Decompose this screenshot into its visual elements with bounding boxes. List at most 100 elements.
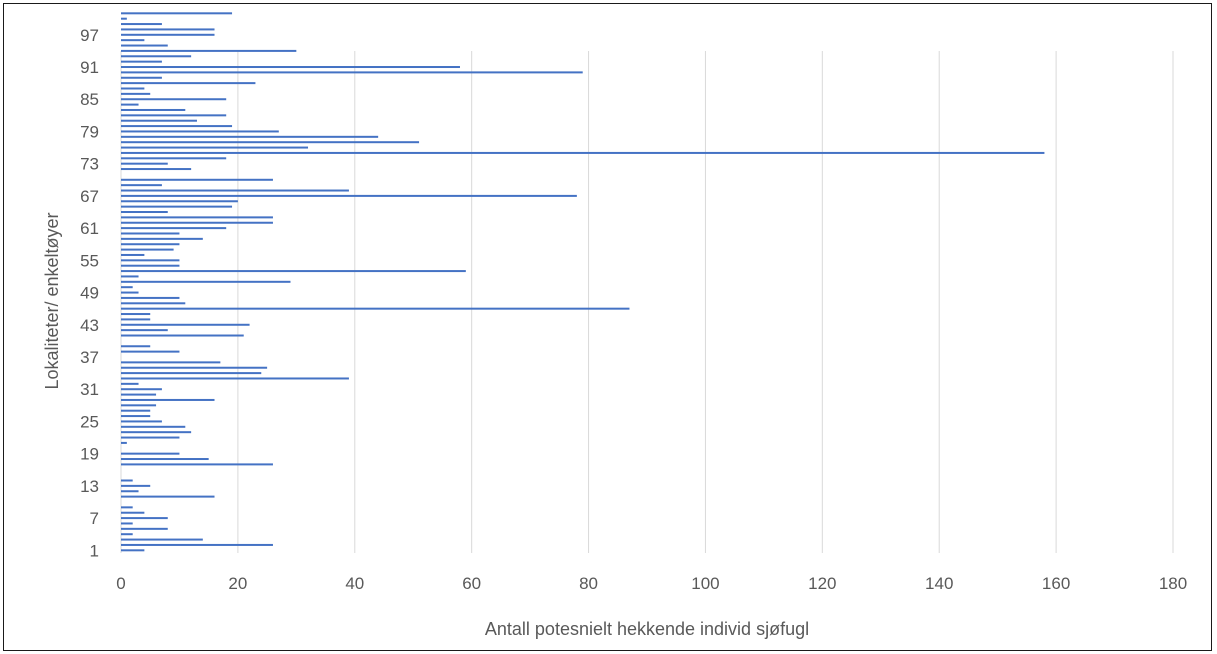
bars: [121, 12, 1045, 552]
bar-52: [121, 275, 139, 278]
x-tick-label: 120: [808, 574, 836, 593]
x-tick-label: 180: [1159, 574, 1187, 593]
bar-91: [121, 66, 460, 69]
bar-chart: 0 20 40 60 80 100 120 140 160 180 1 7 13 19 25 31 37 43 4…: [42, 12, 1187, 639]
bar-66: [121, 200, 238, 203]
bar-74: [121, 157, 227, 160]
bar-89: [121, 76, 162, 79]
bar-58: [121, 243, 180, 246]
bar-63: [121, 216, 273, 219]
bar-43: [121, 323, 250, 326]
bar-87: [121, 87, 145, 90]
bar-1: [121, 549, 145, 552]
y-axis-tick-labels: 1 7 13 19 25 31 37 43 49 55 61 67 73 79 85 91 97: [80, 26, 99, 561]
bar-2: [121, 543, 273, 546]
bar-3: [121, 538, 203, 541]
bar-60: [121, 232, 180, 235]
bar-88: [121, 82, 256, 85]
bar-31: [121, 388, 162, 391]
bar-54: [121, 264, 180, 267]
x-axis-title: Antall potesnielt hekkende individ sjøfu…: [485, 619, 809, 639]
bar-72: [121, 168, 192, 171]
bar-84: [121, 103, 139, 106]
y-tick-label: 55: [80, 251, 99, 270]
bar-81: [121, 119, 197, 122]
bar-33: [121, 377, 349, 380]
bar-47: [121, 302, 186, 305]
bar-7: [121, 517, 168, 520]
bar-59: [121, 237, 203, 240]
bar-80: [121, 125, 233, 128]
bar-92: [121, 60, 162, 63]
bar-67: [121, 194, 577, 197]
x-tick-label: 20: [228, 574, 247, 593]
bar-101: [121, 12, 233, 15]
bar-35: [121, 366, 268, 369]
bar-36: [121, 361, 221, 364]
bar-50: [121, 286, 133, 289]
y-tick-label: 43: [80, 316, 99, 335]
bar-97: [121, 33, 215, 36]
y-tick-label: 19: [80, 445, 99, 464]
bar-24: [121, 425, 186, 428]
chart-frame: 0 20 40 60 80 100 120 140 160 180 1 7 13 19 25 31 37 43 4…: [3, 3, 1212, 651]
bar-32: [121, 382, 139, 385]
bar-9: [121, 506, 133, 509]
bar-65: [121, 205, 233, 208]
bar-29: [121, 398, 215, 401]
bar-55: [121, 259, 180, 262]
bar-5: [121, 527, 168, 530]
y-tick-label: 1: [90, 541, 99, 560]
bar-78: [121, 135, 379, 138]
bar-53: [121, 270, 466, 273]
y-tick-label: 49: [80, 284, 99, 303]
bar-68: [121, 189, 349, 192]
bar-56: [121, 253, 145, 256]
bar-18: [121, 458, 209, 461]
y-tick-label: 73: [80, 155, 99, 174]
bar-42: [121, 329, 168, 332]
y-tick-label: 91: [80, 58, 99, 77]
bar-82: [121, 114, 227, 117]
y-tick-label: 7: [90, 509, 99, 528]
bar-28: [121, 404, 157, 407]
bar-34: [121, 372, 262, 375]
bar-100: [121, 17, 127, 20]
y-tick-label: 67: [80, 187, 99, 206]
bar-45: [121, 313, 151, 316]
bar-98: [121, 28, 215, 31]
bar-25: [121, 420, 162, 423]
y-axis-title: Lokaliteter/ enkeltøyer: [42, 212, 62, 389]
bar-70: [121, 178, 273, 181]
bar-4: [121, 533, 133, 536]
bar-39: [121, 345, 151, 348]
bar-99: [121, 23, 162, 26]
gridlines: [120, 51, 1174, 553]
bar-30: [121, 393, 157, 396]
bar-64: [121, 211, 168, 214]
bar-8: [121, 511, 145, 514]
bar-93: [121, 55, 192, 58]
bar-79: [121, 130, 279, 133]
bar-19: [121, 452, 180, 455]
x-tick-label: 0: [116, 574, 125, 593]
x-tick-label: 80: [579, 574, 598, 593]
bar-73: [121, 162, 168, 165]
bar-95: [121, 44, 168, 47]
bar-46: [121, 307, 630, 310]
y-tick-label: 37: [80, 348, 99, 367]
bar-14: [121, 479, 133, 482]
bar-27: [121, 409, 151, 412]
y-tick-label: 97: [80, 26, 99, 45]
bar-26: [121, 415, 151, 418]
x-axis-tick-labels: 0 20 40 60 80 100 120 140 160 180: [116, 574, 1187, 593]
bar-83: [121, 108, 186, 111]
bar-94: [121, 49, 297, 52]
bar-85: [121, 98, 227, 101]
bar-49: [121, 291, 139, 294]
bar-6: [121, 522, 133, 525]
bar-90: [121, 71, 583, 74]
bar-86: [121, 92, 151, 95]
bar-17: [121, 463, 273, 466]
bar-75: [121, 151, 1045, 154]
